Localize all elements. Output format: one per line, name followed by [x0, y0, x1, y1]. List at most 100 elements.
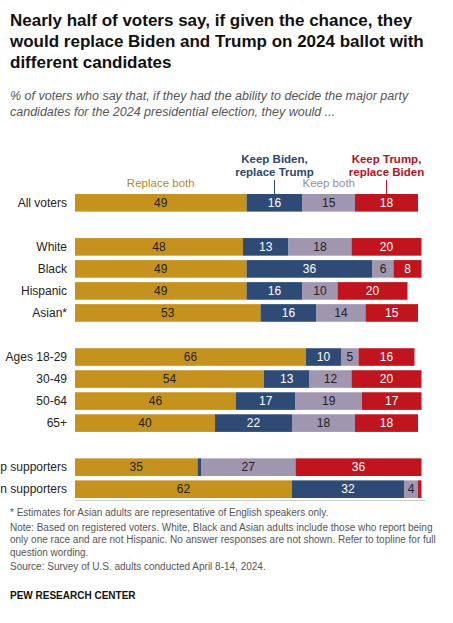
x-axis: [76, 500, 426, 501]
bars: [75, 194, 422, 498]
data-label: 20: [380, 372, 394, 386]
data-label: 5: [346, 350, 353, 364]
tick-label: Black: [38, 262, 68, 276]
bar: [198, 458, 202, 476]
title: Nearly half of voters say, if given the …: [9, 11, 424, 72]
data-label: 8: [404, 262, 411, 276]
bar: [341, 348, 359, 366]
footnotes: * Estimates for Asian adults are represe…: [10, 507, 436, 572]
text-line: Keep Biden,: [241, 153, 307, 165]
bar: [352, 238, 422, 256]
bar: [75, 304, 261, 322]
text-line: replace Biden: [349, 166, 424, 178]
bar: [338, 282, 408, 300]
legend-label: Replace both: [127, 177, 195, 189]
bar: [296, 458, 422, 476]
series: [75, 194, 306, 498]
data-label: 49: [154, 262, 168, 276]
data-label: 18: [317, 416, 331, 430]
bar: [317, 304, 366, 322]
tick-label: 30-49: [36, 372, 67, 386]
text-line: Nearly half of voters say, if given the …: [10, 11, 413, 30]
data-label: 13: [259, 240, 273, 254]
tick-label: White: [36, 240, 67, 254]
data-label: 35: [130, 460, 144, 474]
data-label: 16: [380, 350, 394, 364]
legend-label: Keep Biden,replace Trump: [235, 153, 314, 178]
subtitle: % of voters who say that, if they had th…: [10, 89, 409, 119]
data-label: 17: [385, 394, 399, 408]
bar: [418, 480, 422, 498]
tick: Black: [38, 262, 68, 276]
bar: [75, 392, 236, 410]
bar: [75, 480, 292, 498]
bar: [75, 414, 215, 432]
data-label: 40: [138, 416, 152, 430]
data-label: 20: [380, 240, 394, 254]
tick: All voters: [18, 196, 67, 210]
tick-label: All voters: [18, 196, 67, 210]
legend-label: Keep Trump,replace Biden: [349, 153, 424, 178]
data-label: 4: [408, 482, 415, 496]
footnote: Source: Survey of U.S. adults conducted …: [10, 561, 266, 572]
data-label: 10: [317, 350, 331, 364]
data-label: 46: [149, 394, 163, 408]
bar: [292, 480, 404, 498]
data-label: 6: [380, 262, 387, 276]
data-label: 19: [322, 394, 336, 408]
data-label: 36: [352, 460, 366, 474]
bar: [366, 304, 419, 322]
text-line: only one race and are not Hispanic. No a…: [10, 534, 436, 545]
data-label: 12: [324, 372, 338, 386]
tick-label: Hispanic: [21, 284, 67, 298]
tick: White: [36, 240, 67, 254]
bar: [261, 304, 317, 322]
data-label: 14: [334, 306, 348, 320]
bar: [296, 392, 363, 410]
legend-label: Keep both: [303, 177, 355, 189]
text-line: candidates for the 2024 presidential ele…: [10, 105, 335, 119]
bar: [75, 194, 247, 212]
tick: Hispanic: [21, 284, 67, 298]
data-label: 49: [154, 196, 168, 210]
tick: Ages 18-29: [6, 350, 68, 364]
text-line: % of voters who say that, if they had th…: [10, 89, 409, 103]
data-label: 16: [268, 196, 282, 210]
tick: Trump supporters: [0, 460, 67, 474]
bar: [352, 370, 422, 388]
data-label: 54: [163, 372, 177, 386]
text-line: Source: Survey of U.S. adults conducted …: [10, 561, 266, 572]
bar: [243, 238, 289, 256]
data-label: 17: [259, 394, 273, 408]
chart: Nearly half of voters say, if given the …: [0, 0, 453, 623]
data-label: 10: [313, 284, 327, 298]
tick: 50-64: [36, 394, 67, 408]
bar: [75, 458, 198, 476]
bar: [201, 458, 296, 476]
legend: Replace bothKeep Biden,replace TrumpKeep…: [127, 153, 424, 194]
tick-label: Biden supporters: [0, 482, 67, 496]
data-label: 15: [322, 196, 336, 210]
data-label: 13: [280, 372, 294, 386]
series: [201, 194, 418, 498]
bar: [303, 282, 338, 300]
tick-label: 65+: [47, 416, 67, 430]
data-label: 18: [313, 240, 327, 254]
series: [296, 194, 422, 498]
tick: 30-49: [36, 372, 67, 386]
bar: [236, 392, 296, 410]
text-line: question wording.: [10, 547, 88, 558]
credit: PEW RESEARCH CENTER: [10, 590, 136, 601]
bar: [75, 260, 247, 278]
bar: [355, 414, 418, 432]
data-label: 49: [154, 284, 168, 298]
data-label: 62: [177, 482, 191, 496]
bar: [355, 194, 418, 212]
bar: [359, 348, 415, 366]
bar: [264, 370, 310, 388]
y-axis: All voters White Black Hispanic Asian* Ages 1…: [0, 196, 68, 496]
data-label: 36: [303, 262, 317, 276]
tick-label: Asian*: [32, 306, 67, 320]
bar: [75, 370, 264, 388]
footnote: Note: Based on registered voters. White,…: [10, 522, 436, 558]
